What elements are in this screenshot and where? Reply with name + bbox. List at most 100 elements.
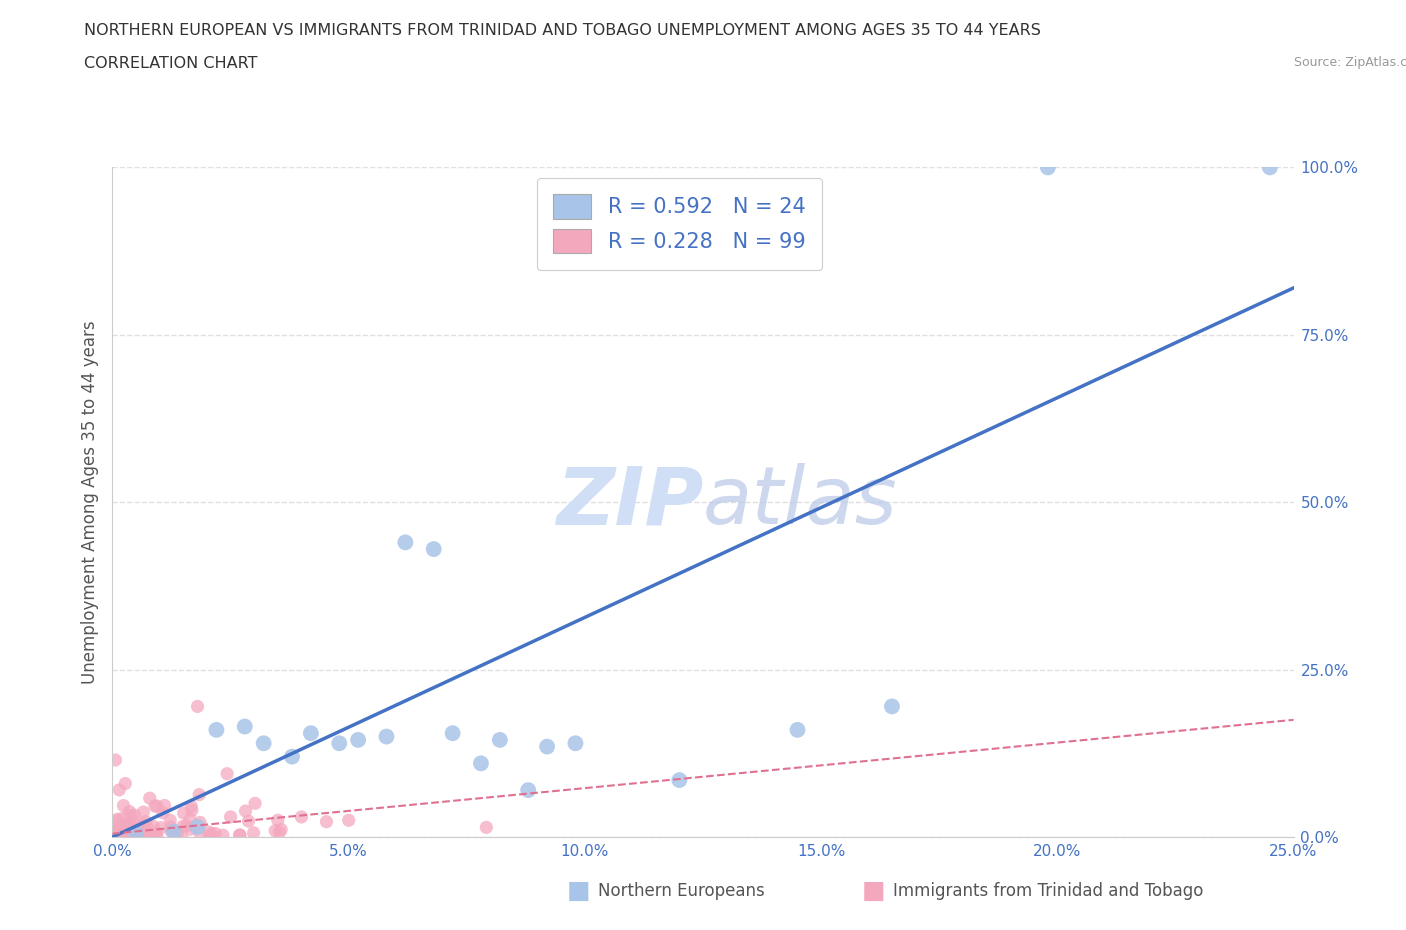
Point: [110, 818, 132, 833]
Point: [141, 830, 163, 844]
Point: [103, 829, 125, 844]
Point: [129, 821, 152, 836]
Point: [267, 813, 290, 828]
Point: [347, 733, 370, 748]
Text: CORRELATION CHART: CORRELATION CHART: [84, 56, 257, 71]
Text: atlas: atlas: [703, 463, 898, 541]
Text: ■: ■: [862, 879, 886, 903]
Point: [242, 825, 264, 840]
Point: [142, 819, 165, 834]
Point: [163, 824, 186, 839]
Point: [186, 699, 208, 714]
Point: [179, 822, 201, 837]
Point: [152, 805, 174, 820]
Text: Immigrants from Trinidad and Tobago: Immigrants from Trinidad and Tobago: [893, 882, 1204, 900]
Point: [228, 828, 250, 843]
Text: Northern Europeans: Northern Europeans: [598, 882, 765, 900]
Point: [200, 830, 222, 844]
Point: [104, 752, 127, 767]
Point: [111, 819, 134, 834]
Point: [124, 824, 146, 839]
Point: [536, 739, 558, 754]
Point: [118, 825, 141, 840]
Point: [299, 725, 322, 740]
Point: [112, 798, 135, 813]
Point: [217, 766, 239, 781]
Point: [470, 756, 492, 771]
Point: [107, 812, 129, 827]
Point: [127, 830, 149, 844]
Point: [121, 824, 143, 839]
Point: [107, 822, 129, 837]
Point: [233, 719, 256, 734]
Point: [253, 736, 276, 751]
Point: [205, 723, 228, 737]
Point: [180, 799, 202, 814]
Point: [127, 829, 149, 844]
Text: Source: ZipAtlas.com: Source: ZipAtlas.com: [1294, 56, 1406, 69]
Point: [243, 796, 266, 811]
Point: [115, 817, 138, 831]
Point: [118, 804, 141, 819]
Point: [179, 812, 201, 827]
Point: [111, 811, 134, 826]
Point: [132, 817, 155, 832]
Point: [170, 829, 193, 844]
Point: [134, 827, 156, 842]
Point: [394, 535, 416, 550]
Point: [120, 827, 142, 842]
Point: [270, 822, 292, 837]
Point: [146, 830, 169, 844]
Point: [375, 729, 398, 744]
Point: [186, 819, 208, 834]
Point: [180, 803, 202, 817]
Point: [131, 819, 153, 834]
Point: [212, 828, 235, 843]
Point: [188, 815, 211, 830]
Point: [122, 814, 145, 829]
Point: [489, 733, 512, 748]
Point: [160, 824, 183, 839]
Point: [145, 826, 167, 841]
Point: [204, 826, 226, 841]
Point: [105, 830, 128, 844]
Point: [110, 825, 132, 840]
Text: ZIP: ZIP: [555, 463, 703, 541]
Y-axis label: Unemployment Among Ages 35 to 44 years: Unemployment Among Ages 35 to 44 years: [80, 321, 98, 684]
Point: [219, 809, 242, 824]
Point: [135, 818, 157, 833]
Point: [235, 804, 257, 818]
Point: [117, 826, 139, 841]
Point: [337, 813, 360, 828]
Point: [475, 820, 498, 835]
Point: [132, 823, 155, 838]
Point: [173, 805, 195, 820]
Point: [120, 815, 142, 830]
Point: [517, 783, 540, 798]
Point: [269, 825, 291, 840]
Point: [104, 826, 127, 841]
Point: [131, 818, 153, 833]
Point: [786, 723, 808, 737]
Point: [118, 822, 141, 837]
Point: [121, 823, 143, 838]
Point: [124, 826, 146, 841]
Point: [149, 820, 172, 835]
Legend: R = 0.592   N = 24, R = 0.228   N = 99: R = 0.592 N = 24, R = 0.228 N = 99: [537, 178, 823, 270]
Point: [110, 827, 132, 842]
Point: [124, 807, 146, 822]
Point: [315, 815, 337, 830]
Point: [145, 799, 167, 814]
Point: [120, 828, 142, 843]
Point: [422, 541, 444, 556]
Point: [1258, 160, 1281, 175]
Point: [104, 814, 127, 829]
Point: [120, 808, 142, 823]
Point: [104, 822, 127, 837]
Point: [159, 813, 181, 828]
Point: [328, 736, 350, 751]
Point: [132, 804, 155, 819]
Point: [264, 823, 287, 838]
Point: [114, 777, 136, 791]
Point: [281, 750, 304, 764]
